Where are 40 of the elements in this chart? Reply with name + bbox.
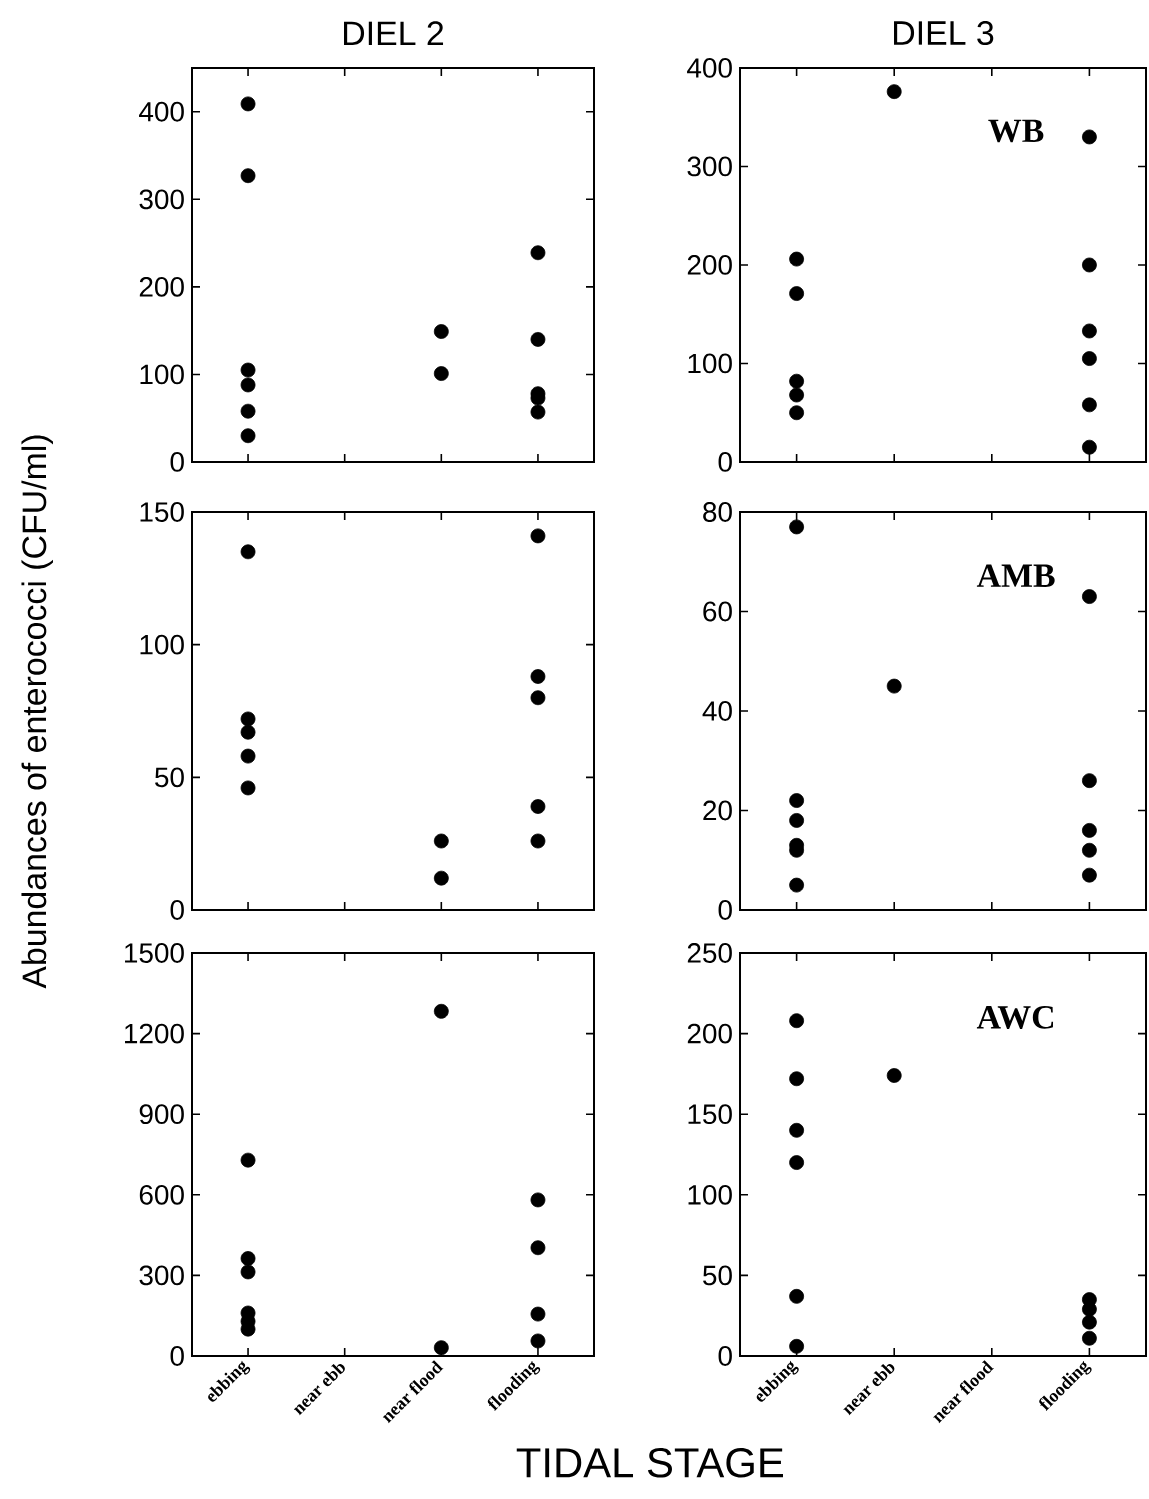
y-tick-label: 50 — [703, 1265, 732, 1286]
y-tick-label: 1200 — [125, 1023, 184, 1044]
y-tick-label: 40 — [702, 701, 732, 721]
y-tick-label: 60 — [703, 601, 732, 622]
y-tick-label: 100 — [140, 634, 184, 655]
y-tick-label: 400 — [139, 101, 184, 122]
y-tick-label: 300 — [139, 189, 184, 210]
y-tick-label: 0 — [718, 1346, 732, 1366]
x-axis-title: TIDAL STAGE — [516, 1447, 783, 1478]
y-tick-label: 100 — [140, 364, 184, 385]
annotation: WB — [988, 119, 1044, 143]
y-tick-label: 0 — [170, 452, 184, 472]
y-tick-label: 0 — [718, 452, 732, 472]
y-tick-label: 0 — [170, 900, 184, 920]
y-tick-label: 1500 — [125, 943, 184, 963]
y-tick-label: 900 — [139, 1104, 184, 1125]
y-tick-label: 100 — [688, 353, 732, 374]
y-tick-label: 200 — [687, 1023, 732, 1044]
y-tick-label: 0 — [170, 1346, 184, 1366]
y-tick-label: 80 — [703, 502, 732, 522]
y-tick-label: 150 — [140, 502, 184, 522]
annotation: AWC — [976, 1006, 1054, 1029]
y-axis-title: Abundances of enterococci (CFU/ml) — [21, 435, 53, 989]
y-tick-label: 300 — [687, 156, 732, 177]
y-tick-label: 600 — [139, 1184, 184, 1205]
y-tick-label: 100 — [688, 1184, 732, 1205]
y-tick-label: 400 — [687, 58, 732, 78]
y-tick-label: 250 — [687, 943, 732, 963]
y-tick-label: 300 — [139, 1265, 184, 1286]
y-tick-label: 50 — [155, 767, 184, 788]
y-tick-label: 20 — [703, 800, 732, 821]
y-tick-label: 150 — [688, 1104, 732, 1125]
chart-title: DIEL 2 — [344, 21, 444, 45]
chart-title: DIEL 3 — [894, 21, 994, 46]
y-tick-label: 200 — [139, 276, 184, 297]
x-tick-label: near ebb — [293, 1363, 345, 1416]
y-tick-label: 200 — [687, 255, 732, 275]
y-tick-label: 0 — [718, 900, 732, 920]
x-tick-label: near ebb — [843, 1363, 895, 1416]
annotation: AMB — [976, 564, 1055, 587]
